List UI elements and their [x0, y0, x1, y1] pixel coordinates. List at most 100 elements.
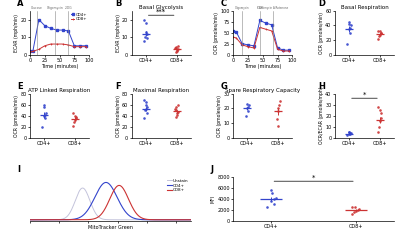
Point — [346, 130, 352, 134]
Point — [348, 212, 355, 216]
Point — [348, 131, 354, 134]
Point — [174, 113, 180, 116]
Point — [346, 26, 353, 29]
Y-axis label: OCR (pmoles/min): OCR (pmoles/min) — [14, 95, 19, 137]
Text: E: E — [17, 82, 23, 92]
Point — [375, 105, 382, 109]
Point — [143, 107, 150, 111]
Point — [375, 37, 382, 40]
Text: G: G — [220, 82, 227, 92]
Point — [377, 33, 383, 37]
Point — [172, 46, 178, 49]
Point — [39, 125, 46, 128]
Point — [350, 210, 357, 214]
Point — [246, 104, 252, 107]
Text: Antimycin A/Rotenone: Antimycin A/Rotenone — [259, 6, 288, 10]
Title: ATP Linked Respiration: ATP Linked Respiration — [28, 88, 91, 93]
Point — [242, 114, 249, 118]
Point — [352, 206, 358, 209]
Point — [276, 99, 283, 103]
Point — [245, 109, 252, 113]
Point — [344, 42, 350, 46]
Y-axis label: ECAR (mph/min): ECAR (mph/min) — [116, 14, 120, 52]
Point — [346, 130, 352, 134]
Point — [174, 48, 181, 52]
Point — [375, 130, 382, 134]
Point — [71, 120, 78, 124]
Point — [347, 31, 353, 35]
Point — [143, 33, 150, 36]
Y-axis label: ECAR (mph/min): ECAR (mph/min) — [14, 14, 19, 52]
Point — [376, 34, 382, 38]
Point — [42, 113, 48, 116]
Point — [346, 132, 352, 136]
Point — [144, 36, 150, 40]
Point — [276, 104, 282, 107]
Title: Spare Respiratory Capacity: Spare Respiratory Capacity — [225, 88, 300, 93]
Point — [346, 20, 352, 24]
Title: Basal Respiration: Basal Respiration — [340, 5, 388, 10]
Legend: Unstain, CD4+, CD8+: Unstain, CD4+, CD8+ — [167, 179, 189, 192]
Point — [173, 45, 179, 49]
Text: D: D — [318, 0, 325, 8]
Point — [346, 22, 352, 26]
X-axis label: Time (minutes): Time (minutes) — [244, 64, 282, 69]
Point — [375, 29, 382, 33]
Y-axis label: OCR/ECAR (pmoles/mph): OCR/ECAR (pmoles/mph) — [319, 87, 324, 145]
Point — [144, 106, 151, 109]
Point — [72, 114, 78, 118]
Text: C: C — [220, 0, 226, 8]
Point — [40, 114, 47, 118]
Point — [378, 112, 384, 115]
Point — [175, 110, 181, 114]
Point — [378, 32, 384, 35]
Point — [70, 111, 77, 115]
Point — [347, 132, 353, 136]
Point — [41, 106, 47, 109]
Point — [244, 102, 251, 106]
Text: Oligomycin: Oligomycin — [46, 6, 63, 10]
Text: *: * — [363, 91, 366, 97]
Point — [274, 117, 280, 120]
Point — [142, 100, 149, 104]
Point — [275, 107, 282, 110]
Point — [173, 115, 179, 119]
Point — [173, 47, 180, 50]
Point — [354, 208, 361, 212]
Point — [174, 49, 180, 53]
Point — [175, 44, 182, 48]
Point — [348, 205, 355, 209]
Point — [42, 116, 48, 120]
Point — [141, 39, 147, 42]
Point — [175, 47, 181, 51]
Point — [41, 103, 47, 107]
Point — [273, 196, 279, 200]
Text: ***: *** — [156, 8, 166, 14]
Y-axis label: OCR (pmoles/min): OCR (pmoles/min) — [116, 95, 120, 137]
Point — [70, 124, 77, 127]
Text: 2-DG: 2-DG — [65, 6, 72, 10]
Point — [270, 197, 277, 201]
Point — [356, 207, 362, 210]
Text: I: I — [17, 166, 20, 174]
Point — [144, 111, 150, 115]
Point — [268, 191, 275, 195]
Point — [142, 30, 149, 34]
Point — [264, 205, 270, 209]
Point — [173, 108, 180, 112]
Point — [378, 31, 384, 35]
Point — [344, 134, 350, 137]
Point — [174, 112, 181, 115]
Point — [142, 35, 149, 39]
Text: J: J — [211, 166, 214, 174]
X-axis label: MitoTracker Green: MitoTracker Green — [88, 225, 133, 230]
Point — [141, 99, 147, 102]
Point — [377, 119, 383, 123]
Point — [142, 103, 149, 107]
Point — [376, 29, 383, 33]
Point — [346, 131, 353, 135]
Point — [268, 200, 274, 203]
Point — [42, 111, 49, 115]
Legend: CD4+, CD8+: CD4+, CD8+ — [70, 13, 87, 21]
Text: FCCP: FCCP — [256, 6, 263, 10]
